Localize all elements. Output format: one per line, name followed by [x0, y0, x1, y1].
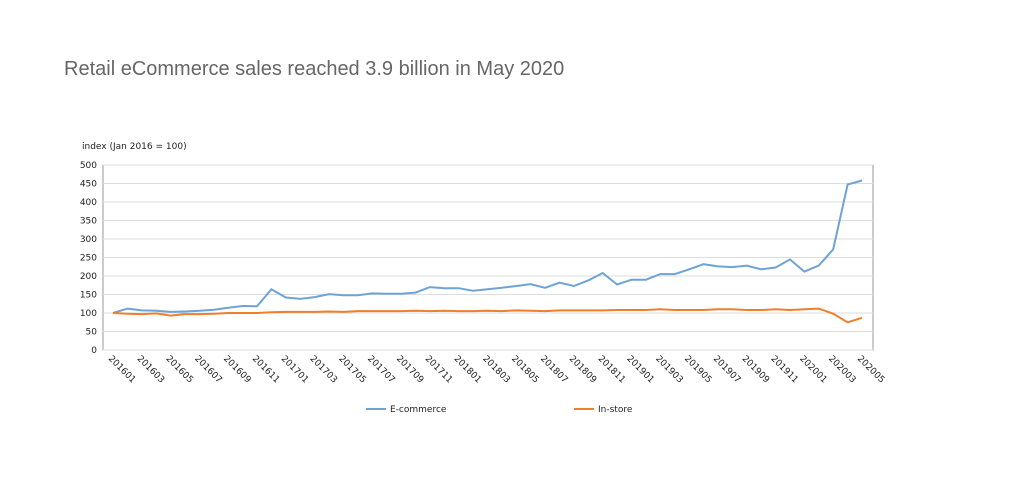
chart-title: Retail eCommerce sales reached 3.9 billi… — [64, 58, 564, 80]
x-tick-label: 201705 — [336, 354, 367, 385]
x-tick-label: 201711 — [423, 354, 454, 385]
legend-label: In-store — [598, 405, 633, 415]
x-tick-label: 201801 — [452, 354, 483, 385]
data-line — [112, 179, 863, 314]
x-tick-label: 202003 — [826, 354, 857, 385]
y-tick-label: 400 — [80, 198, 97, 208]
legend-label: E-commerce — [390, 405, 447, 415]
x-tick-label: 201605 — [163, 354, 194, 385]
x-tick-label: 201807 — [538, 354, 569, 385]
x-tick-label: 201901 — [624, 354, 655, 385]
y-tick-label: 50 — [86, 328, 98, 338]
x-tick-label: 201609 — [221, 354, 253, 386]
x-tick-label: 201805 — [509, 354, 540, 385]
y-tick-label: 350 — [80, 217, 97, 227]
x-tick-label: 201607 — [192, 354, 223, 385]
x-tick-label: 201907 — [711, 354, 742, 385]
y-tick-label: 450 — [80, 180, 97, 190]
x-tick-label: 201811 — [596, 354, 627, 385]
x-tick-label: 201903 — [653, 354, 684, 385]
x-tick-label: 201701 — [279, 354, 310, 385]
y-tick-label: 100 — [80, 309, 97, 319]
x-tick-label: 201603 — [135, 354, 166, 385]
x-tick-label: 201601 — [106, 354, 137, 385]
x-tick-label: 201803 — [480, 354, 511, 385]
y-tick-label: 300 — [80, 235, 97, 245]
y-tick-label: 150 — [80, 291, 97, 301]
y-tick-label: 250 — [80, 254, 97, 264]
x-tick-label: 201909 — [740, 354, 772, 386]
y-tick-label: 200 — [80, 272, 97, 282]
x-tick-label: 201911 — [768, 354, 799, 385]
x-tick-label: 201905 — [682, 354, 713, 385]
x-tick-label: 202005 — [855, 354, 886, 385]
y-axis-label: index (Jan 2016 = 100) — [82, 142, 187, 152]
x-tick-label: 201611 — [250, 354, 281, 385]
x-tick-label: 201703 — [308, 354, 339, 385]
x-tick-label: 202001 — [797, 354, 828, 385]
x-tick-label: 201709 — [394, 354, 426, 386]
y-tick-label: 0 — [91, 346, 97, 356]
data-line — [112, 307, 863, 324]
x-tick-label: 201707 — [365, 354, 396, 385]
x-tick-label: 201809 — [567, 354, 599, 386]
y-tick-label: 500 — [80, 161, 97, 171]
